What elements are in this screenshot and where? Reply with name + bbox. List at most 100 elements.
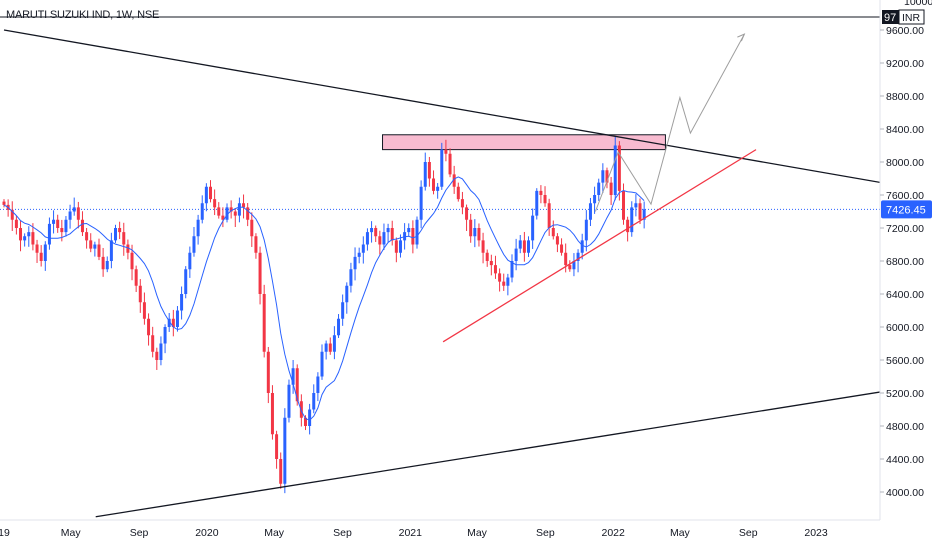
currency-badge-prefix: 97 xyxy=(884,12,896,24)
candle-up xyxy=(601,170,605,183)
candle-down xyxy=(460,199,464,208)
candle-up xyxy=(308,409,312,426)
candle-up xyxy=(52,219,56,224)
candle-down xyxy=(489,261,493,266)
candle-down xyxy=(138,285,142,303)
upper-trendline[interactable] xyxy=(3,29,906,188)
candle-down xyxy=(258,252,262,294)
resistance-zone-rectangle[interactable] xyxy=(382,134,666,151)
trendline-layer xyxy=(0,16,906,518)
candle-up xyxy=(316,376,320,393)
symbol-title: MARUTI SUZUKI IND, 1W, NSE xyxy=(6,9,160,21)
candle-down xyxy=(31,232,35,245)
candle-up xyxy=(531,215,535,241)
candle-down xyxy=(493,265,497,274)
candle-down xyxy=(85,232,89,241)
candle-down xyxy=(142,302,146,319)
candle-up xyxy=(584,219,588,241)
candle-down xyxy=(246,207,250,220)
candle-down xyxy=(465,207,469,220)
current-price-tag-label: 7426.45 xyxy=(886,204,926,216)
candle-up xyxy=(23,236,27,241)
candle-up xyxy=(109,240,113,261)
candle-down xyxy=(242,203,246,208)
candle-up xyxy=(423,162,427,187)
price-tick-label: 7200.00 xyxy=(886,223,924,235)
date-tick-label: 2020 xyxy=(195,527,219,539)
candle-down xyxy=(80,219,84,233)
rising-support-trendline[interactable] xyxy=(442,149,757,343)
candle-down xyxy=(270,393,274,435)
candle-up xyxy=(43,244,47,261)
candle-down xyxy=(469,219,473,237)
candle-down xyxy=(638,203,642,220)
candle-up xyxy=(114,228,118,241)
candle-down xyxy=(89,240,93,249)
candle-down xyxy=(97,244,101,257)
candle-up xyxy=(175,310,179,327)
candle-up xyxy=(473,228,477,237)
candle-down xyxy=(56,219,60,228)
projection-arrowhead-icon xyxy=(737,33,746,42)
candle-down xyxy=(374,228,378,237)
candle-down xyxy=(60,228,64,233)
candle-down xyxy=(390,228,394,241)
candle-up xyxy=(407,228,411,233)
date-tick-label: May xyxy=(61,527,82,539)
price-tick-label: 4000.00 xyxy=(886,487,924,499)
candle-up xyxy=(588,203,592,220)
candle-up xyxy=(535,190,539,216)
candle-down xyxy=(122,232,126,245)
candle-up xyxy=(320,351,324,377)
candle-down xyxy=(477,228,481,241)
candle-down xyxy=(10,209,14,220)
candle-up xyxy=(419,186,423,220)
candle-down xyxy=(209,186,212,200)
candle-down xyxy=(411,228,415,245)
candle-down xyxy=(547,203,551,228)
candle-down xyxy=(213,199,217,208)
candle-down xyxy=(279,459,283,484)
candles-layer xyxy=(2,136,646,494)
candle-down xyxy=(543,195,547,204)
candle-up xyxy=(163,327,167,344)
candle-down xyxy=(617,145,621,191)
candle-up xyxy=(287,384,291,418)
candle-down xyxy=(551,228,555,237)
candle-down xyxy=(378,236,382,245)
candle-up xyxy=(184,269,188,294)
currency-badge-dark xyxy=(882,10,899,24)
candle-down xyxy=(217,207,221,216)
candle-up xyxy=(225,207,229,220)
lower-trendline[interactable] xyxy=(95,387,906,518)
candle-down xyxy=(448,153,452,175)
candle-up xyxy=(365,232,369,245)
candle-up xyxy=(580,240,584,253)
projection-path[interactable] xyxy=(594,33,745,212)
candle-up xyxy=(105,261,109,270)
candle-down xyxy=(295,368,299,402)
candle-up xyxy=(370,228,374,233)
candle-up xyxy=(593,195,597,204)
candle-up xyxy=(415,219,419,245)
candle-up xyxy=(440,149,444,187)
price-axis-background xyxy=(880,0,932,550)
candle-down xyxy=(221,215,225,220)
candle-up xyxy=(510,261,514,278)
currency-badge-box[interactable] xyxy=(898,9,925,25)
annotation-layer xyxy=(0,134,880,210)
candle-up xyxy=(188,252,192,270)
candle-down xyxy=(275,434,279,459)
candle-up xyxy=(630,207,634,233)
currency-badge-label: INR xyxy=(902,12,921,24)
candle-down xyxy=(35,244,39,253)
candle-up xyxy=(64,219,68,233)
price-tick-label: 8400.00 xyxy=(886,124,924,136)
date-tick-label: Sep xyxy=(536,527,555,539)
candle-down xyxy=(262,294,266,352)
candle-down xyxy=(101,256,105,270)
candle-down xyxy=(303,417,307,426)
candle-up xyxy=(518,240,522,249)
